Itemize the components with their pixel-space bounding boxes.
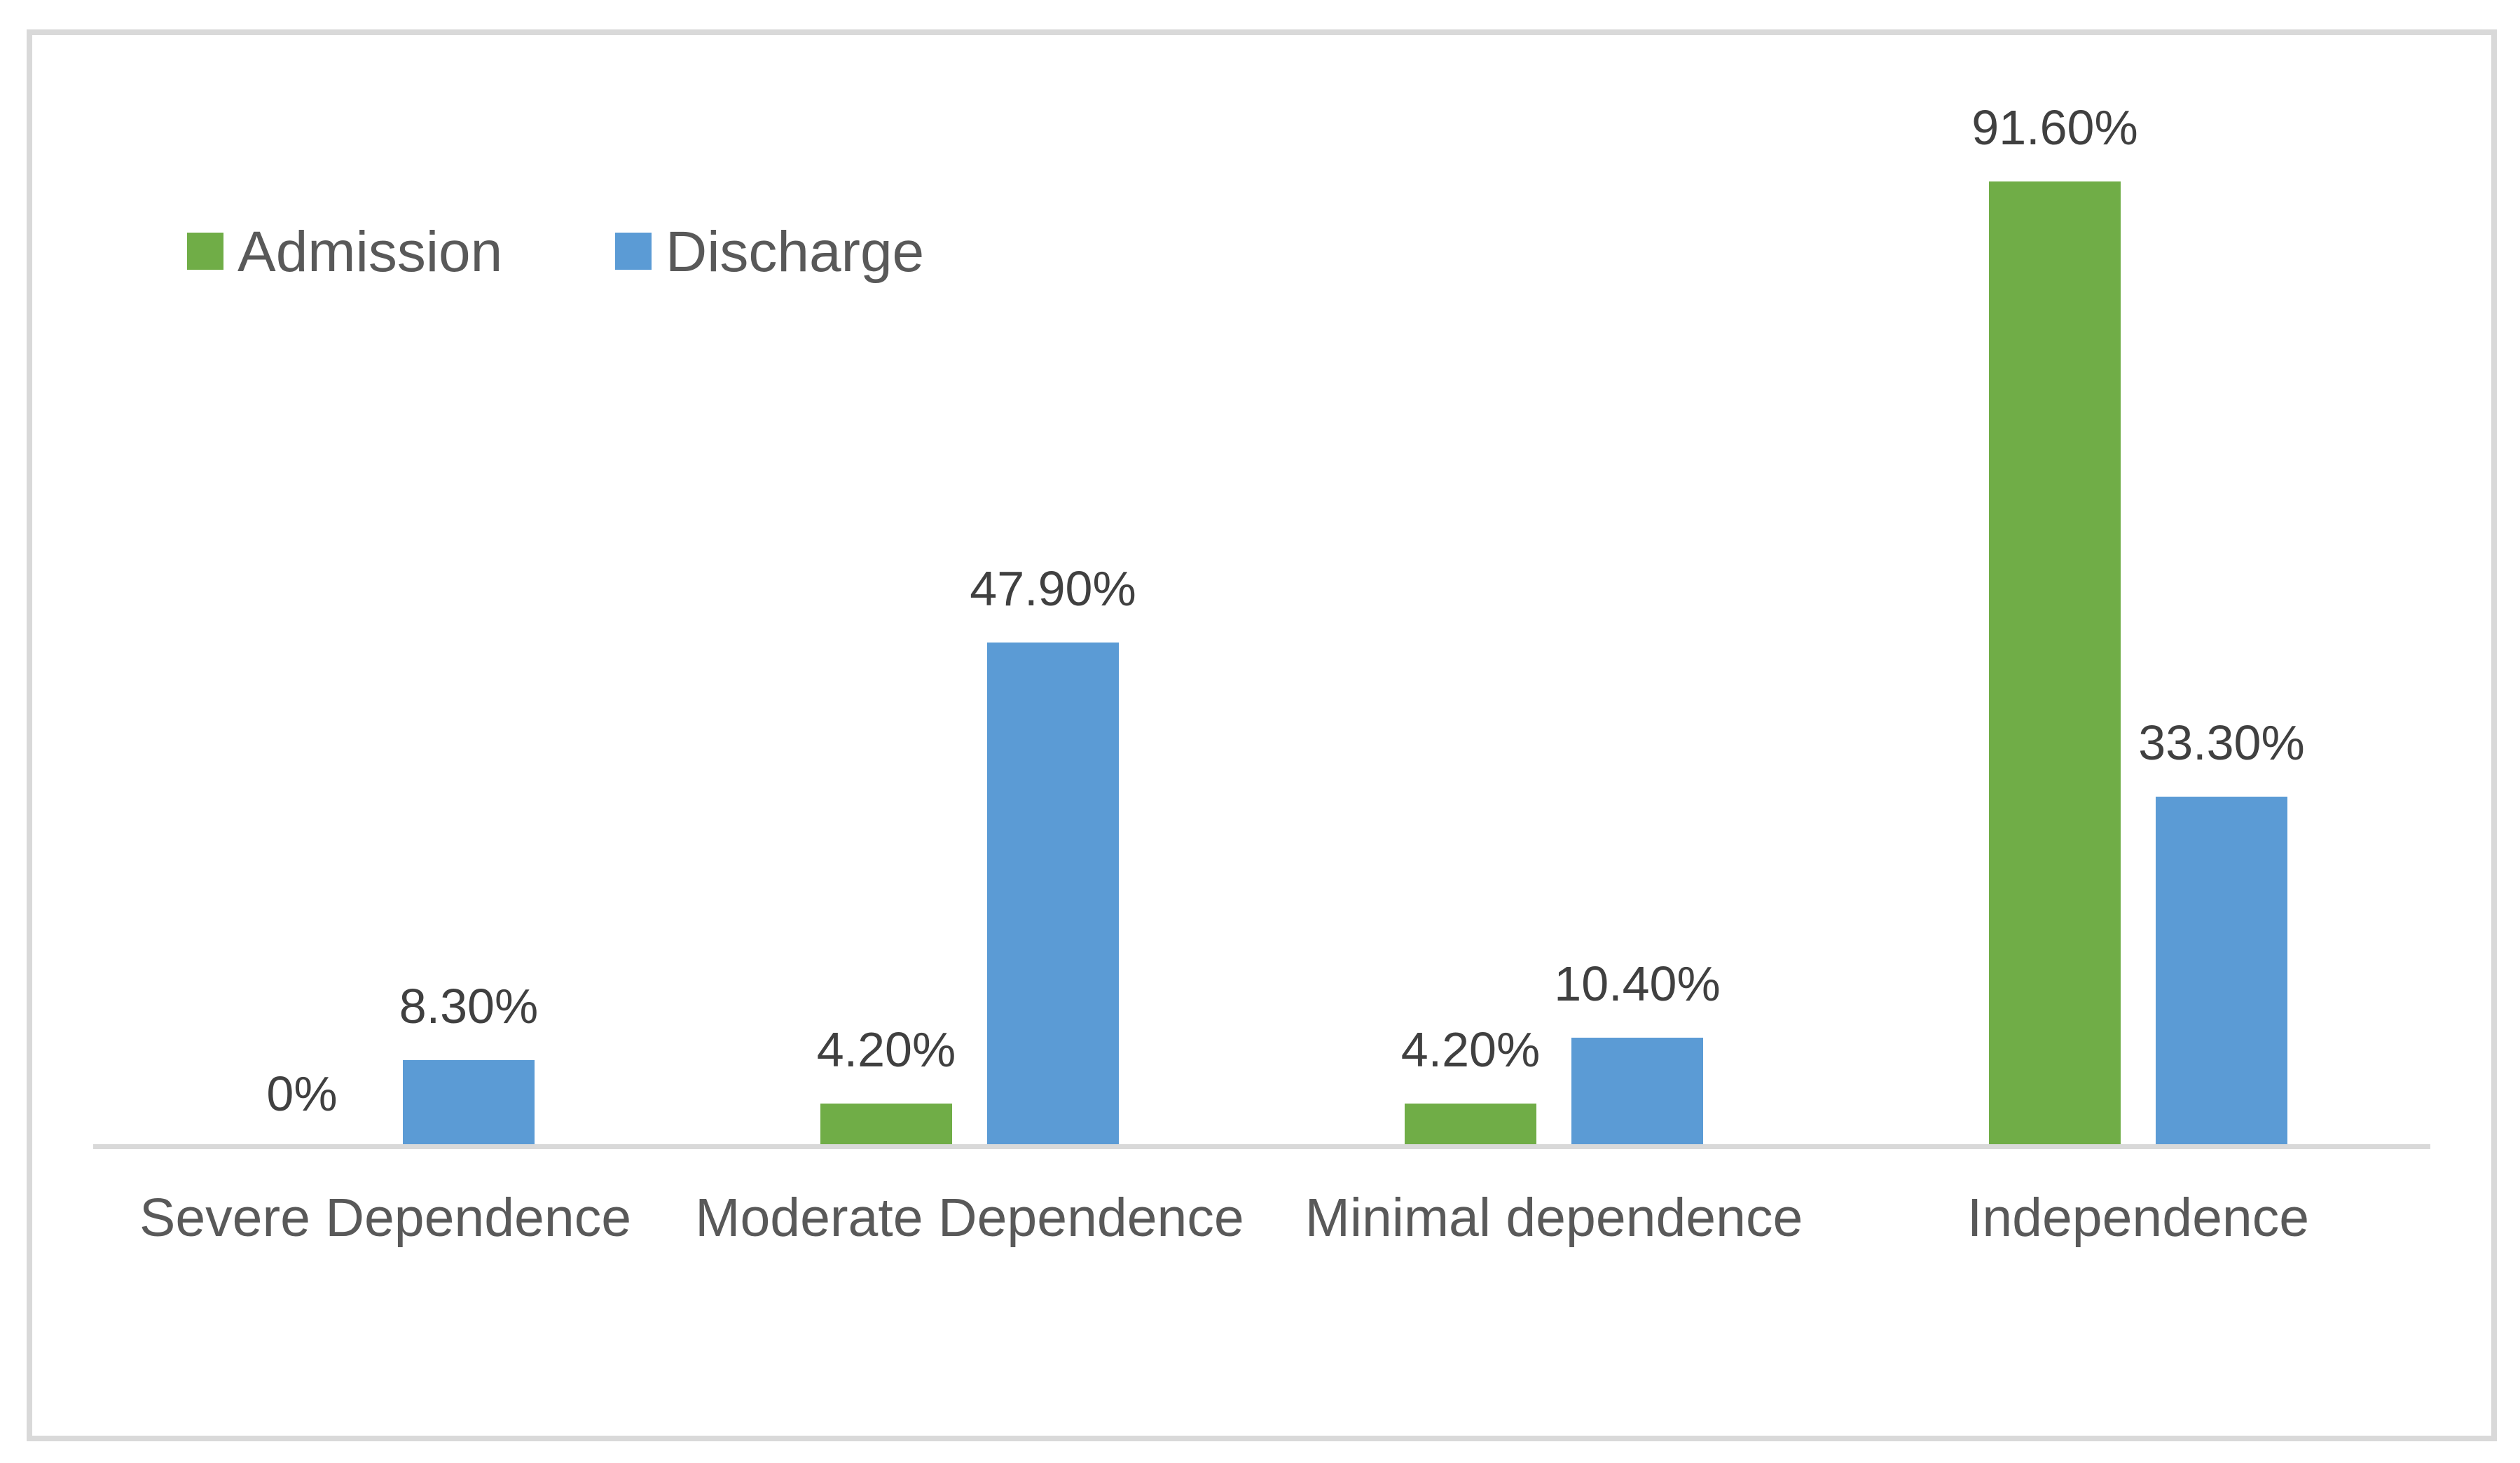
bar-discharge-independence: [2156, 797, 2287, 1148]
data-label-discharge-independence: 33.30%: [2138, 715, 2305, 770]
legend-label-admission: Admission: [237, 220, 503, 284]
data-label-admission-moderate-dependence: 4.20%: [816, 1022, 956, 1077]
category-label-severe-dependence: Severe Dependence: [139, 1188, 632, 1248]
data-label-discharge-moderate-dependence: 47.90%: [970, 561, 1136, 616]
bar-discharge-moderate-dependence: [987, 643, 1119, 1148]
chart-border-frame: [27, 29, 2497, 1441]
legend-item-discharge: Discharge: [615, 224, 924, 281]
legend-label-discharge: Discharge: [666, 220, 925, 284]
bar-discharge-minimal-dependence: [1571, 1038, 1703, 1148]
bar-admission-moderate-dependence: [820, 1104, 952, 1148]
data-label-admission-independence: 91.60%: [1971, 100, 2138, 155]
category-label-independence: Independence: [1967, 1188, 2310, 1248]
legend-swatch-admission: [187, 233, 223, 270]
data-label-admission-severe-dependence: 0%: [266, 1066, 338, 1121]
bar-discharge-severe-dependence: [403, 1060, 535, 1148]
x-axis-line: [93, 1144, 2430, 1149]
bar-admission-independence: [1989, 181, 2121, 1148]
legend-item-admission: Admission: [187, 224, 502, 281]
data-label-discharge-severe-dependence: 8.30%: [399, 979, 539, 1033]
bar-admission-minimal-dependence: [1405, 1104, 1536, 1148]
category-label-minimal-dependence: Minimal dependence: [1304, 1188, 1803, 1248]
data-label-discharge-minimal-dependence: 10.40%: [1554, 956, 1721, 1011]
legend-swatch-discharge: [615, 233, 652, 270]
category-label-moderate-dependence: Moderate Dependence: [695, 1188, 1244, 1248]
data-label-admission-minimal-dependence: 4.20%: [1400, 1022, 1541, 1077]
